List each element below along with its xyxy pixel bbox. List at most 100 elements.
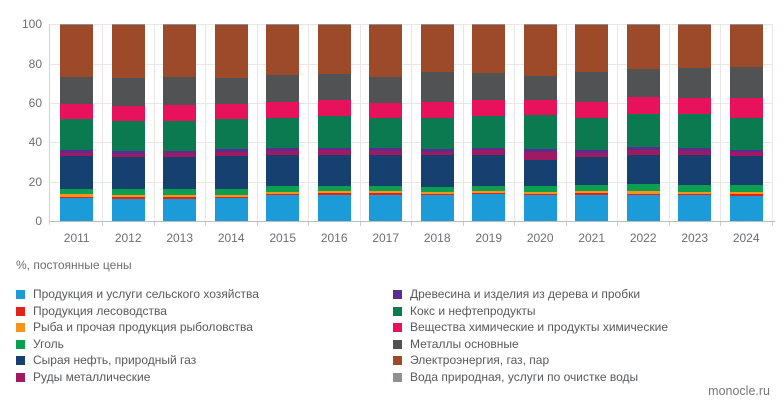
bar-segment [60,152,94,157]
bar-segment [369,76,403,103]
bar-segment [472,194,506,221]
bar-segment [369,117,403,149]
bar-2012 [111,24,145,221]
bar-segment [214,24,248,79]
bar-segment [575,185,609,192]
bar-segment [214,103,248,120]
bar-segment [626,147,660,151]
bar-segment [266,195,300,221]
v-gridline [514,24,516,221]
legend-label: Металлы основные [410,336,519,351]
x-axis-label: 2017 [372,231,400,245]
bar-segment [472,154,506,186]
bar-segment [60,119,94,151]
bar-segment [163,24,197,25]
bar-segment [317,150,351,155]
v-gridline [411,24,413,221]
bar-segment [420,195,454,221]
bar-segment [214,149,248,153]
bar-segment [575,24,609,25]
bar-segment [111,24,145,25]
bar-segment [163,197,197,199]
h-gridline [49,142,772,144]
bar-segment [626,150,660,156]
bar-2014 [214,24,248,221]
bar-segment [317,74,351,101]
bar-segment [472,116,506,148]
legend-label: Рыба и прочая продукция рыболовства [33,320,253,334]
bar-segment [369,24,403,77]
bar-2023 [678,24,712,221]
bar-segment [266,24,300,75]
bar-segment [729,185,763,193]
bar-segment [266,186,300,192]
bar-segment [729,24,763,67]
x-axis-label: 2015 [269,231,297,245]
v-gridline [617,24,619,221]
h-gridline [49,181,772,183]
bar-segment [266,150,300,155]
bar-segment [626,195,660,221]
x-axis-tick [771,222,773,226]
legend-label: Уголь [33,336,64,351]
bar-segment [60,156,94,189]
x-axis-label: 2012 [114,231,142,245]
bar-segment [369,151,403,155]
x-axis-line [49,221,775,222]
bar-segment [266,194,300,196]
bar-segment [317,186,351,192]
bar-segment [626,24,660,25]
bar-segment [60,103,94,120]
bar-segment [729,151,763,156]
bar-segment [163,198,197,221]
bar-segment [266,74,300,103]
v-gridline [668,24,670,221]
bar-segment [317,24,351,75]
bar-2016 [317,24,351,221]
bar-segment [266,154,300,187]
bar-segment [317,116,351,148]
x-axis-tick [514,222,516,226]
bar-segment [626,24,660,69]
y-axis-label: 100 [21,17,42,32]
bar-segment [214,194,248,197]
bar-segment [369,191,403,194]
bar-segment [369,186,403,192]
x-axis-label: 2018 [423,231,451,245]
bar-segment [729,194,763,196]
bar-segment [163,120,197,151]
bar-2024 [729,24,763,221]
bar-segment [523,76,557,100]
bar-segment [214,189,248,195]
bar-2022 [626,24,660,221]
bar-segment [163,194,197,198]
v-gridline [153,24,155,221]
legend-swatch-icon [16,356,25,365]
bar-segment [163,189,197,195]
bar-segment [678,24,712,68]
legend-item: Рыба и прочая продукция рыболовства [16,320,393,337]
x-axis-label: 2011 [63,231,90,245]
bar-segment [111,195,145,198]
bar-segment [420,186,454,192]
bar-segment [420,117,454,149]
legend-swatch-icon [393,323,402,332]
bar-segment [214,119,248,150]
x-axis-label: 2014 [217,231,245,245]
h-gridline [49,102,772,104]
legend-swatch-icon [393,339,402,349]
legend-label: Кокс и нефтепродукты [410,303,536,318]
bar-segment [626,155,660,185]
bar-segment [420,101,454,118]
h-gridline [49,24,772,26]
bar-segment [472,99,506,117]
watermark-link[interactable]: monocle.ru [708,384,770,398]
bar-segment [678,195,712,221]
legend-item: Вещества химические и продукты химически… [393,320,774,337]
bar-segment [214,156,248,190]
bar-segment [523,149,557,153]
bar-2015 [266,24,300,221]
x-axis-label: 2019 [475,231,503,245]
y-axis-label: 40 [28,135,42,150]
